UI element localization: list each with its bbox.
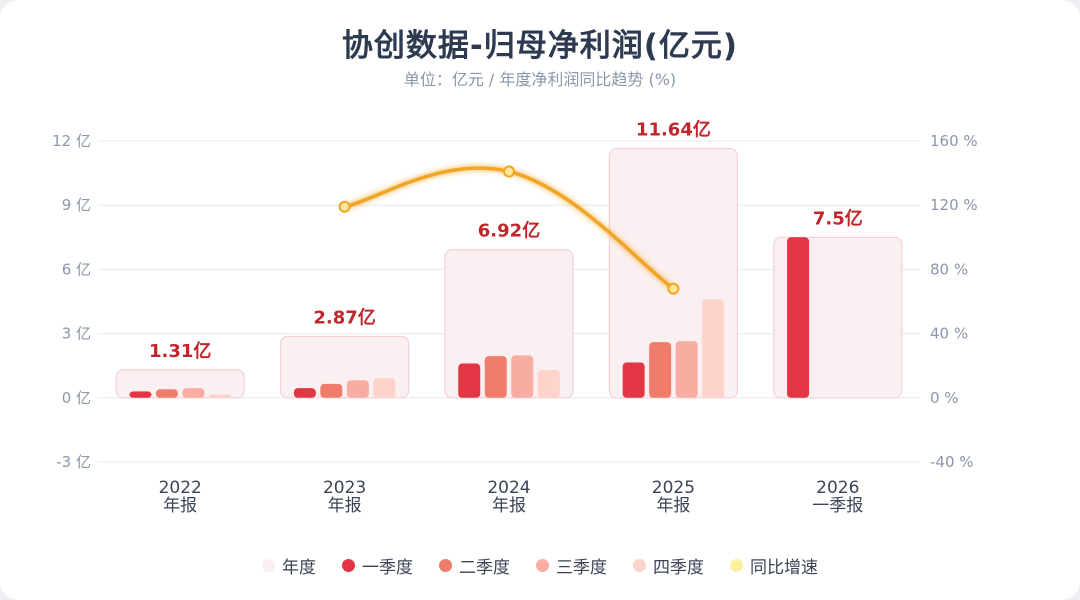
- chart-subtitle: 单位：亿元 / 年度净利润同比趋势 (%): [403, 70, 677, 89]
- quarter-bar-3: [346, 380, 369, 398]
- quarter-bar-1: [293, 388, 316, 398]
- annual-labels: 1.31亿 2.87亿 6.92亿 11.64亿 7.5亿: [149, 119, 863, 362]
- x-tick-year: 2023: [323, 478, 366, 498]
- quarter-bar-4: [208, 394, 231, 398]
- quarter-bar-3: [182, 388, 205, 398]
- quarter-bar-1: [129, 391, 152, 398]
- yoy-point: [667, 282, 680, 295]
- legend-item[interactable]: 四季度: [633, 553, 704, 578]
- y-left-tick-label: 9 亿: [62, 196, 91, 214]
- legend-item[interactable]: 一季度: [342, 553, 413, 578]
- x-tick-period: 一季报: [812, 496, 863, 516]
- y-right-tick-label: 0 %: [930, 389, 959, 407]
- y-left-tick-label: 12 亿: [52, 132, 91, 150]
- x-tick-period: 年报: [163, 496, 197, 516]
- y-left-tick-label: -3 亿: [56, 453, 91, 471]
- quarter-bar-2: [484, 356, 507, 398]
- chart-title: 协创数据-归母净利润(亿元): [341, 28, 739, 64]
- quarter-bar-3: [511, 355, 534, 398]
- y-right-tick-label: -40 %: [930, 453, 974, 471]
- quarter-bar-2: [155, 389, 178, 398]
- legend-swatch: [439, 559, 452, 572]
- x-tick-year: 2025: [652, 478, 695, 498]
- quarter-bar-4: [373, 378, 396, 398]
- yoy-point: [338, 200, 351, 213]
- annual-bar: [115, 369, 245, 399]
- x-tick-year: 2022: [159, 478, 202, 498]
- quarter-bar-2: [649, 342, 672, 398]
- quarter-bar-3: [675, 341, 698, 398]
- legend-item[interactable]: 二季度: [439, 553, 510, 578]
- legend-label: 一季度: [362, 558, 413, 578]
- y-left-tick-label: 0 亿: [62, 389, 91, 407]
- annual-value-label: 7.5亿: [813, 207, 863, 229]
- quarter-bar-4: [537, 369, 560, 398]
- quarter-bar-4: [702, 299, 725, 398]
- y-axis-right: -40 % 0 % 40 % 80 % 120 % 160 %: [930, 132, 978, 471]
- legend-label: 同比增速: [750, 558, 818, 578]
- legend-swatch: [262, 559, 275, 572]
- legend-label: 四季度: [653, 558, 704, 578]
- y-right-tick-label: 40 %: [930, 325, 968, 343]
- legend-swatch: [633, 559, 646, 572]
- x-tick-year: 2024: [487, 478, 530, 498]
- x-tick-period: 年报: [656, 496, 690, 516]
- legend-item[interactable]: 三季度: [536, 553, 607, 578]
- annual-bars: [115, 148, 903, 399]
- y-right-tick-label: 160 %: [930, 132, 978, 150]
- legend-label: 年度: [282, 558, 316, 578]
- y-axis-left: -3 亿 0 亿 3 亿 6 亿 9 亿 12 亿: [52, 132, 91, 471]
- annual-value-label: 2.87亿: [313, 306, 375, 328]
- quarter-bar-1: [458, 363, 481, 398]
- legend-item[interactable]: 同比增速: [730, 553, 818, 578]
- legend-swatch: [730, 559, 743, 572]
- quarter-bar-1: [622, 362, 645, 398]
- yoy-line-group: [338, 165, 680, 295]
- y-left-tick-label: 6 亿: [62, 260, 91, 278]
- yoy-point: [503, 165, 515, 178]
- quarter-bars: [129, 237, 810, 398]
- legend-label: 三季度: [556, 558, 607, 578]
- x-tick-period: 年报: [328, 496, 362, 516]
- chart-legend: 年度 一季度 二季度 三季度 四季度 同比增速: [0, 553, 1080, 578]
- annual-value-label: 6.92亿: [478, 220, 540, 242]
- annual-bar: [444, 249, 574, 399]
- annual-value-label: 1.31亿: [149, 340, 211, 362]
- legend-swatch: [342, 559, 355, 572]
- quarter-bar-1: [787, 237, 810, 398]
- y-right-tick-label: 120 %: [930, 196, 978, 214]
- x-tick-period: 年报: [492, 496, 526, 516]
- y-right-tick-label: 80 %: [930, 260, 968, 278]
- y-left-tick-label: 3 亿: [62, 325, 91, 343]
- quarter-bar-2: [320, 383, 343, 398]
- x-tick-year: 2026: [816, 478, 859, 498]
- annual-value-label: 11.64亿: [636, 119, 711, 141]
- legend-item[interactable]: 年度: [262, 553, 316, 578]
- legend-swatch: [536, 559, 549, 572]
- legend-label: 二季度: [459, 558, 510, 578]
